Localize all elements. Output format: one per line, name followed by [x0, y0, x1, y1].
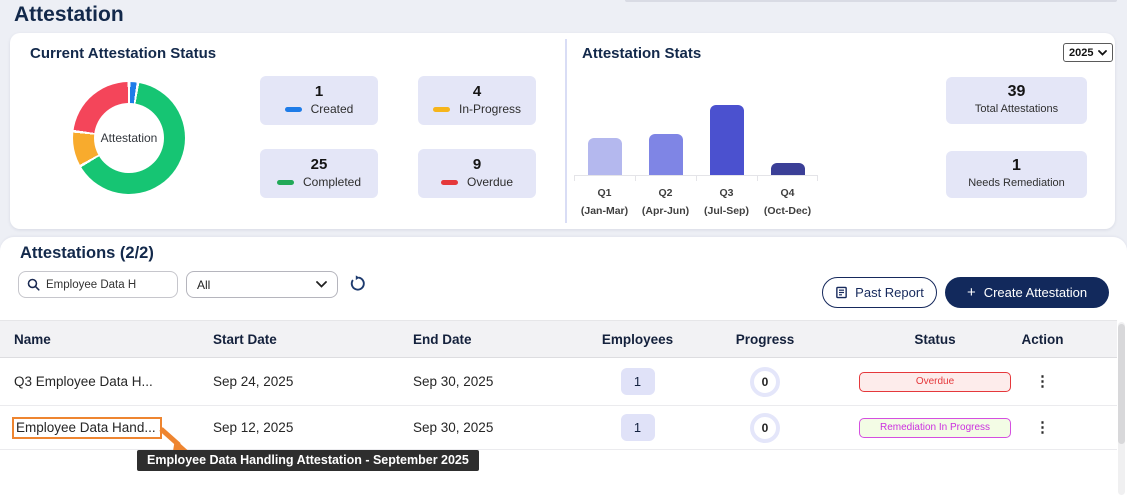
completed-count: 25	[310, 156, 328, 173]
table-header-row: Name Start Date End Date Employees Progr…	[0, 320, 1117, 358]
chevron-down-icon	[1098, 49, 1108, 56]
axis-tick	[817, 175, 818, 181]
refresh-icon[interactable]	[349, 275, 366, 292]
past-report-button[interactable]: Past Report	[822, 277, 937, 308]
needs-remediation-label: Needs Remediation	[968, 177, 1065, 189]
quarterly-bar-chart	[574, 104, 818, 176]
axis-tick	[635, 175, 636, 181]
created-label: Created	[310, 102, 354, 116]
q4-label: Q4	[780, 187, 795, 199]
column-header-start-date[interactable]: Start Date	[213, 331, 277, 347]
start-date-cell: Sep 12, 2025	[213, 420, 294, 435]
overdue-legend-dash	[440, 179, 458, 185]
row-actions-menu-icon[interactable]: ⋮	[1035, 373, 1050, 390]
start-date-cell: Sep 24, 2025	[213, 374, 294, 389]
in-progress-label: In-Progress	[458, 102, 522, 116]
attestation-donut-chart[interactable]: Attestation	[73, 82, 185, 194]
bar-q1[interactable]	[587, 138, 622, 175]
status-badge: Remediation In Progress	[859, 417, 1011, 438]
total-attestations-card: 39 Total Attestations	[946, 77, 1087, 124]
completed-label: Completed	[302, 175, 362, 189]
status-card-overdue: 9 Overdue	[418, 149, 536, 198]
column-header-employees[interactable]: Employees	[601, 331, 674, 347]
search-input[interactable]	[46, 278, 169, 291]
bar-chart-x-labels: Q1 (Jan-Mar) Q2 (Apr-Jun) Q3 (Jul-Sep) Q4 (O…	[574, 187, 818, 217]
bar-q3[interactable]	[709, 105, 744, 175]
row-actions-menu-icon[interactable]: ⋮	[1035, 419, 1050, 436]
overview-panel: Current Attestation Status Attestation 1…	[10, 33, 1115, 229]
in-progress-legend-dash	[432, 106, 450, 112]
year-select-value: 2025	[1069, 46, 1094, 59]
q1-range-label: (Jan-Mar)	[580, 205, 629, 217]
progress-indicator: 0	[750, 412, 780, 443]
needs-remediation-count: 1	[1012, 157, 1021, 174]
q1-label: Q1	[597, 187, 612, 199]
overdue-count: 9	[472, 156, 482, 173]
bar-q4[interactable]	[770, 163, 805, 175]
employees-badge: 1	[620, 368, 655, 395]
status-badge: Overdue	[859, 371, 1011, 392]
chevron-down-icon	[316, 281, 327, 288]
end-date-cell: Sep 30, 2025	[413, 374, 494, 389]
axis-tick	[696, 175, 697, 181]
bar-q2[interactable]	[648, 134, 683, 175]
q3-range-label: (Jul-Sep)	[704, 205, 749, 217]
tooltip: Employee Data Handling Attestation - Sep…	[137, 450, 479, 471]
status-panel-title: Current Attestation Status	[30, 45, 217, 62]
column-header-status[interactable]: Status	[914, 331, 956, 347]
attestations-panel: Attestations (2/2) All Past Report + Cre…	[0, 237, 1127, 497]
column-header-action[interactable]: Action	[1021, 331, 1064, 347]
search-box[interactable]	[18, 271, 178, 298]
in-progress-count: 4	[472, 83, 482, 100]
create-attestation-label: Create Attestation	[983, 285, 1088, 300]
total-attestations-label: Total Attestations	[974, 103, 1059, 115]
attestation-name-link[interactable]: Q3 Employee Data H...	[14, 374, 153, 389]
partial-element-top	[625, 0, 1117, 2]
needs-remediation-card: 1 Needs Remediation	[946, 151, 1087, 198]
year-select[interactable]: 2025	[1063, 43, 1114, 62]
end-date-cell: Sep 30, 2025	[413, 420, 494, 435]
axis-tick	[757, 175, 758, 181]
status-card-completed: 25 Completed	[260, 149, 378, 198]
panel-divider	[565, 39, 567, 223]
q2-range-label: (Apr-Jun)	[641, 205, 690, 217]
q4-range-label: (Oct-Dec)	[763, 205, 812, 217]
attestation-name-link-highlighted[interactable]: Employee Data Hand...	[12, 416, 162, 439]
attestations-heading: Attestations (2/2)	[20, 244, 154, 262]
q2-label: Q2	[658, 187, 673, 199]
q3-label: Q3	[719, 187, 734, 199]
employees-badge: 1	[620, 414, 655, 441]
table-row: Employee Data Hand... Sep 12, 2025 Sep 3…	[0, 406, 1117, 450]
search-icon	[27, 278, 40, 291]
status-card-in-progress: 4 In-Progress	[418, 76, 536, 125]
report-icon	[836, 286, 848, 299]
donut-center-label: Attestation	[100, 131, 158, 145]
column-header-name[interactable]: Name	[14, 331, 51, 347]
completed-legend-dash	[276, 179, 294, 185]
scrollbar-thumb[interactable]	[1118, 324, 1125, 444]
table-row: Q3 Employee Data H... Sep 24, 2025 Sep 3…	[0, 358, 1117, 406]
axis-tick	[574, 175, 575, 181]
create-attestation-button[interactable]: + Create Attestation	[945, 277, 1109, 308]
status-filter-value: All	[197, 277, 211, 292]
total-attestations-count: 39	[1007, 83, 1026, 100]
created-legend-dash	[284, 106, 302, 112]
donut-hole: Attestation	[94, 103, 164, 173]
past-report-label: Past Report	[855, 285, 924, 300]
column-header-end-date[interactable]: End Date	[413, 331, 472, 347]
scrollbar-track[interactable]	[1118, 322, 1125, 495]
status-card-created: 1 Created	[260, 76, 378, 125]
column-header-progress[interactable]: Progress	[735, 331, 795, 347]
plus-icon: +	[966, 284, 976, 301]
page-title: Attestation	[14, 3, 124, 26]
progress-indicator: 0	[750, 366, 780, 397]
created-count: 1	[314, 83, 324, 100]
stats-panel-title: Attestation Stats	[582, 45, 702, 62]
overdue-label: Overdue	[466, 175, 514, 189]
status-filter-dropdown[interactable]: All	[186, 271, 338, 298]
